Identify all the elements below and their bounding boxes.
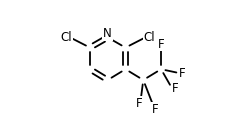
- Text: F: F: [151, 103, 158, 116]
- Text: Cl: Cl: [143, 31, 155, 44]
- Text: F: F: [171, 82, 177, 95]
- Text: N: N: [103, 27, 112, 40]
- Text: F: F: [136, 97, 142, 110]
- Text: Cl: Cl: [60, 31, 71, 44]
- Text: F: F: [157, 37, 164, 51]
- Text: F: F: [179, 67, 185, 79]
